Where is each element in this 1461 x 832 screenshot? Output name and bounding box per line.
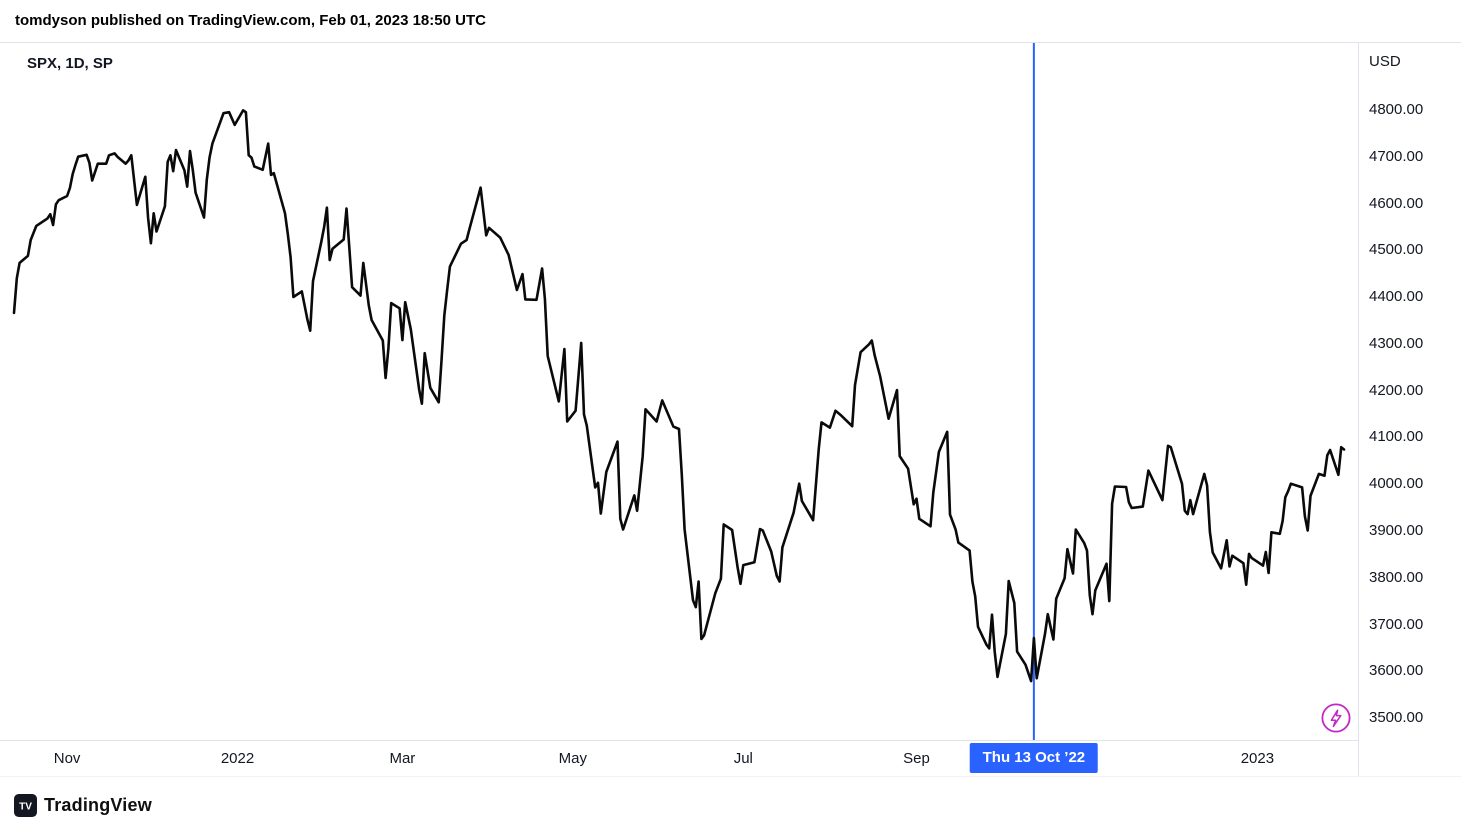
crosshair-date-badge: Thu 13 Oct ’22: [969, 743, 1099, 773]
time-tick-label: 2022: [220, 750, 255, 767]
time-tick-label: 2023: [1240, 750, 1275, 767]
tradingview-link[interactable]: TV TradingView: [14, 794, 152, 817]
currency-label: USD: [1369, 53, 1401, 70]
price-line: [12, 109, 1346, 683]
price-tick-label: 4000.00: [1369, 475, 1424, 493]
price-tick-label: 3900.00: [1369, 522, 1424, 539]
price-tick-label: 4300.00: [1369, 334, 1424, 352]
price-line-chart: [12, 43, 1346, 741]
flash-icon[interactable]: [1320, 702, 1352, 734]
time-tick-label: Mar: [389, 750, 416, 767]
symbol-legend[interactable]: SPX, 1D, SP: [27, 55, 113, 72]
price-tick-label: 4600.00: [1369, 194, 1424, 212]
price-tick-label: 3800.00: [1369, 568, 1424, 586]
time-tick-label: May: [558, 750, 587, 767]
price-tick-label: 4700.00: [1369, 147, 1424, 165]
lightning-bolt-icon: [1321, 703, 1351, 733]
price-tick-label: 4100.00: [1369, 428, 1424, 446]
time-axis[interactable]: Nov 2022 Mar May Jul Sep 2023 Thu 13 Oct ’22: [0, 740, 1358, 777]
price-axis[interactable]: USD 4800.00 4700.00 4600.00 4500.00 4400.00 4…: [1358, 42, 1461, 777]
svg-text:TV: TV: [19, 802, 32, 813]
time-tick-label: Jul: [733, 750, 753, 767]
price-tick-label: 3500.00: [1369, 709, 1424, 727]
price-tick-label: 4500.00: [1369, 241, 1424, 259]
attribution-text: tomdyson published on TradingView.com, F…: [15, 12, 486, 29]
time-tick-label: Nov: [53, 750, 81, 767]
tradingview-wordmark: TradingView: [44, 795, 152, 815]
footer: TV TradingView: [0, 776, 1461, 832]
price-tick-label: 4200.00: [1369, 381, 1424, 399]
tradingview-logo-icon: TV: [14, 794, 37, 817]
price-tick-label: 4800.00: [1369, 100, 1424, 118]
price-tick-label: 3700.00: [1369, 615, 1424, 633]
price-tick-label: 3600.00: [1369, 662, 1424, 680]
price-tick-label: 4400.00: [1369, 288, 1424, 306]
time-tick-label: Sep: [903, 750, 930, 767]
chart-area[interactable]: SPX, 1D, SP: [0, 42, 1358, 741]
